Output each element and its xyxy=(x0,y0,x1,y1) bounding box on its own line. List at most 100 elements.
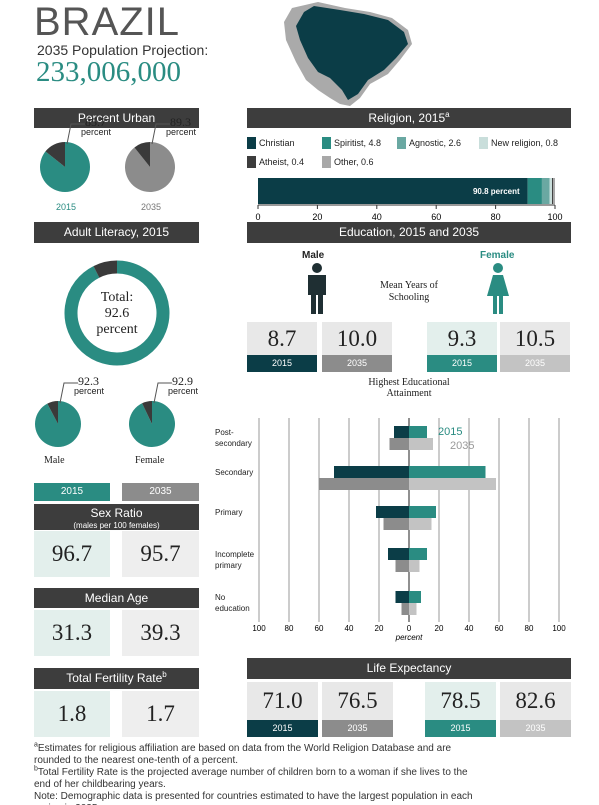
attainment-bar xyxy=(409,506,436,518)
religion-bar xyxy=(549,178,553,204)
year-tab: 2015 xyxy=(427,355,497,372)
footnote: aEstimates for religious affiliation are… xyxy=(34,741,484,767)
title-note: a xyxy=(445,110,450,119)
legend-swatch xyxy=(247,156,256,168)
x-tick-label: 80 xyxy=(525,624,534,633)
x-tick-label: 80 xyxy=(285,624,294,633)
legend-swatch xyxy=(322,137,331,149)
x-tick-label: 20 xyxy=(435,624,444,633)
religion-bar xyxy=(552,178,554,204)
map-continent xyxy=(284,2,412,106)
attainment-bar xyxy=(394,426,409,438)
projection-label: 2035 Population Projection: xyxy=(37,42,209,58)
footnote-text: Estimates for religious affiliation are … xyxy=(34,743,452,766)
religion-bar xyxy=(258,178,528,204)
attainment-bar xyxy=(334,466,409,478)
year-tab: 2015 xyxy=(425,720,496,737)
person-icon xyxy=(308,275,326,314)
year-tab: 2035 xyxy=(500,355,570,372)
legend-label: Spiritist, 4.8 xyxy=(334,138,382,148)
x-axis-label: percent xyxy=(395,633,423,642)
stat-value: 10.5 xyxy=(500,322,570,355)
section-header: Sex Ratio (males per 100 females) xyxy=(34,504,199,530)
attainment-bar xyxy=(395,560,409,572)
stat-value: 78.5 xyxy=(425,682,496,720)
category-label: Secondary xyxy=(215,468,254,477)
year-tab: 2035 xyxy=(122,483,199,501)
attainment-bar xyxy=(409,591,421,603)
stat-value: 1.8 xyxy=(34,691,110,737)
stat-value: 82.6 xyxy=(500,682,571,720)
footnote-text: Total Fertility Rate is the projected av… xyxy=(34,767,468,790)
legend-swatch xyxy=(479,137,488,149)
year-label: 2035 xyxy=(141,202,162,212)
person-icon xyxy=(487,275,509,314)
pie-remainder xyxy=(47,401,58,424)
map-brazil xyxy=(296,6,408,100)
year-tab: 2035 xyxy=(322,720,393,737)
x-tick-label: 20 xyxy=(375,624,384,633)
footnote: bTotal Fertility Rate is the projected a… xyxy=(34,765,484,791)
pie-unit: percent xyxy=(81,127,112,137)
person-icon xyxy=(493,263,503,273)
year-tab: 2015 xyxy=(247,720,318,737)
attainment-title: Highest Educational Attainment xyxy=(368,377,450,399)
legend-label: New religion, 0.8 xyxy=(491,138,559,148)
section-header: Education, 2015 and 2035 xyxy=(247,222,571,243)
x-tick-label: 100 xyxy=(547,212,562,222)
attainment-bar xyxy=(409,438,433,450)
x-tick-label: 0 xyxy=(255,212,260,222)
population: 233,006,000 xyxy=(36,56,181,88)
country-title: BRAZIL xyxy=(34,0,181,44)
stat-value: 39.3 xyxy=(122,610,199,656)
pie-remainder xyxy=(45,142,65,167)
legend-label: Christian xyxy=(259,138,295,148)
pie-slice xyxy=(40,142,90,192)
pie-value: 92.3 xyxy=(78,374,99,388)
pie-remainder xyxy=(134,142,150,167)
x-tick-label: 60 xyxy=(495,624,504,633)
footnote-mark: a xyxy=(34,741,38,749)
section-header: Median Age xyxy=(34,588,199,608)
stat-value: 76.5 xyxy=(322,682,393,720)
donut-value: 92.6 xyxy=(104,306,130,321)
attainment-bar xyxy=(409,560,420,572)
x-tick-label: 60 xyxy=(431,212,441,222)
attainment-bar xyxy=(409,548,427,560)
attainment-bar xyxy=(401,603,409,615)
legend-swatch xyxy=(247,137,256,149)
group-label: Male xyxy=(302,250,325,261)
pie-value: 85.7 xyxy=(85,115,106,129)
pie-value: 89.3 xyxy=(170,115,191,129)
donut-unit: percent xyxy=(96,322,138,337)
x-tick-label: 0 xyxy=(407,624,412,633)
section-header: Life Expectancy xyxy=(247,658,571,679)
stat-value: 10.0 xyxy=(322,322,392,355)
category-label: Incomplete primary xyxy=(215,550,255,570)
donut-remainder xyxy=(93,260,118,278)
footnote-mark: b xyxy=(34,765,38,773)
legend-label: Other, 0.6 xyxy=(334,157,374,167)
attainment-bar xyxy=(409,478,496,490)
x-tick-label: 80 xyxy=(491,212,501,222)
stat-value: 31.3 xyxy=(34,610,110,656)
stat-value: 95.7 xyxy=(122,531,199,577)
x-tick-label: 100 xyxy=(252,624,266,633)
year-label: 2015 xyxy=(56,202,77,212)
person-icon xyxy=(312,263,322,273)
x-tick-label: 20 xyxy=(312,212,322,222)
group-label: Female xyxy=(480,250,515,261)
religion-bar xyxy=(541,178,550,204)
stat-value: 71.0 xyxy=(247,682,318,720)
pie-unit: percent xyxy=(166,127,197,137)
attainment-bar xyxy=(409,426,427,438)
religion-bar xyxy=(553,178,555,204)
section-header: Adult Literacy, 2015 xyxy=(34,222,199,243)
section-header: Religion, 2015a xyxy=(247,108,571,128)
legend-label: 2015 xyxy=(438,426,462,438)
attainment-bar xyxy=(383,518,409,530)
title-note: b xyxy=(162,670,167,679)
x-tick-label: 60 xyxy=(315,624,324,633)
year-tab: 2015 xyxy=(247,355,317,372)
